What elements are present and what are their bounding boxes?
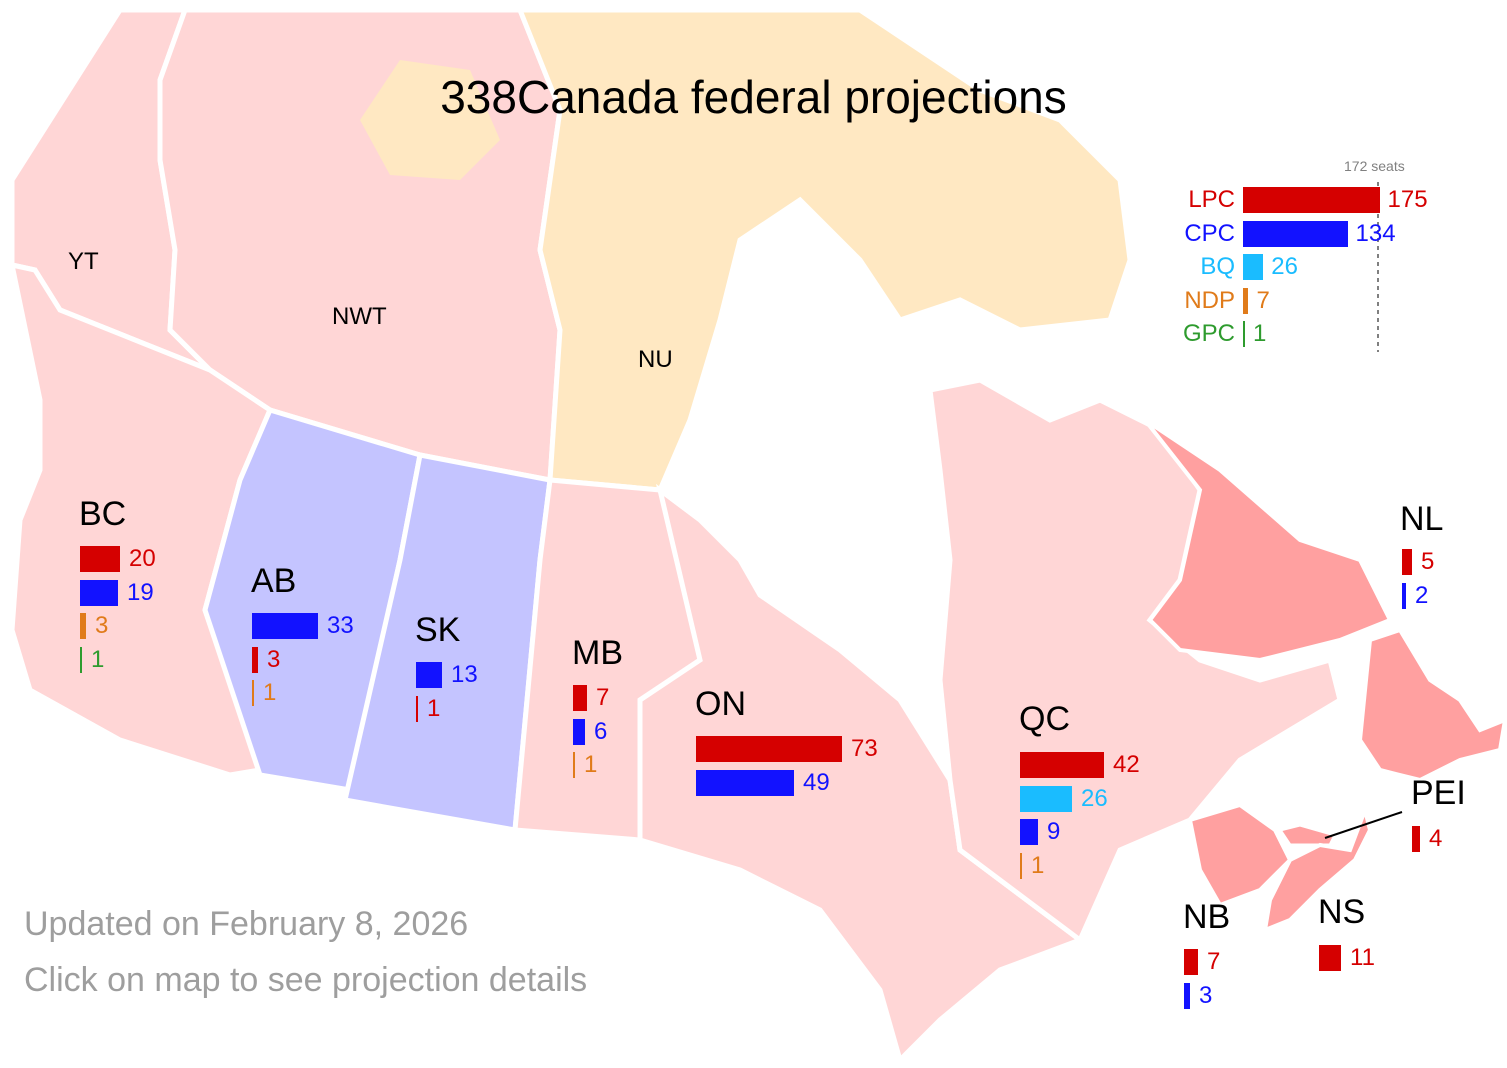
seats-qc-bq: 26 bbox=[1081, 784, 1108, 812]
bar-bc-cpc bbox=[80, 579, 118, 606]
seats-bc-lpc: 20 bbox=[129, 545, 156, 572]
seats-nl-lpc: 5 bbox=[1421, 548, 1435, 575]
updated-date: Updated on February 8, 2026 bbox=[24, 905, 469, 943]
seats-bc-cpc: 19 bbox=[127, 578, 154, 606]
label-nwt[interactable]: NWT bbox=[332, 303, 387, 330]
seats-nb-lpc: 7 bbox=[1207, 948, 1221, 975]
seats-sk-lpc: 1 bbox=[427, 694, 441, 722]
seats-pei-lpc: 4 bbox=[1429, 825, 1443, 852]
bar-sk-lpc bbox=[416, 695, 418, 722]
summary-bar-lpc bbox=[1243, 187, 1380, 213]
bar-on-lpc bbox=[696, 736, 842, 762]
bar-mb-lpc bbox=[573, 685, 587, 711]
summary-seats-ndp: 7 bbox=[1256, 286, 1270, 314]
seats-on-cpc: 49 bbox=[803, 768, 830, 796]
seats-on-lpc: 73 bbox=[851, 735, 878, 762]
seats-mb-lpc: 7 bbox=[596, 684, 610, 711]
region-bc[interactable] bbox=[8, 261, 274, 778]
region-pei[interactable] bbox=[1277, 823, 1338, 847]
bar-nb-cpc bbox=[1184, 982, 1190, 1009]
bar-sk-cpc bbox=[416, 662, 442, 688]
bar-ab-lpc bbox=[252, 646, 258, 673]
seats-nl-cpc: 2 bbox=[1415, 581, 1429, 609]
seats-qc-lpc: 42 bbox=[1113, 751, 1140, 778]
bar-bc-lpc bbox=[80, 546, 120, 572]
seats-mb-ndp: 1 bbox=[584, 751, 598, 778]
seats-mb-cpc: 6 bbox=[594, 717, 608, 745]
seats-ns-lpc: 11 bbox=[1350, 944, 1375, 971]
bar-ab-cpc bbox=[252, 613, 318, 639]
summary-seats-bq: 26 bbox=[1271, 253, 1298, 280]
bar-ns-lpc bbox=[1319, 945, 1341, 971]
region-ns[interactable] bbox=[1262, 803, 1373, 934]
bar-nl-lpc bbox=[1402, 549, 1412, 575]
province-label-bc[interactable]: BC bbox=[79, 495, 127, 533]
province-label-on[interactable]: ON bbox=[695, 685, 746, 723]
province-label-ns[interactable]: NS bbox=[1318, 893, 1366, 931]
seats-ab-lpc: 3 bbox=[267, 645, 281, 673]
bar-qc-bq bbox=[1020, 785, 1072, 812]
seats-nb-cpc: 3 bbox=[1199, 981, 1213, 1009]
summary-seats-lpc: 175 bbox=[1387, 186, 1428, 213]
pei-leader-line bbox=[1324, 811, 1403, 839]
threshold-label: 172 seats bbox=[1344, 158, 1405, 174]
seats-ab-ndp: 1 bbox=[263, 679, 277, 706]
seats-ab-cpc: 33 bbox=[327, 612, 354, 639]
bar-qc-lpc bbox=[1020, 752, 1104, 778]
seats-sk-cpc: 13 bbox=[451, 661, 478, 688]
summary-party-bq: BQ bbox=[1200, 253, 1235, 280]
bar-bc-gpc bbox=[80, 646, 82, 673]
bar-pei-lpc bbox=[1412, 826, 1420, 852]
bar-mb-ndp bbox=[573, 752, 575, 778]
bar-qc-cpc bbox=[1020, 819, 1038, 845]
province-label-nl[interactable]: NL bbox=[1400, 500, 1444, 538]
region-nu-island bbox=[360, 60, 500, 180]
summary-bar-ndp bbox=[1243, 287, 1249, 314]
region-nl[interactable] bbox=[1143, 418, 1393, 663]
summary-party-cpc: CPC bbox=[1184, 219, 1235, 247]
seats-qc-cpc: 9 bbox=[1047, 818, 1061, 845]
hudson-bay bbox=[660, 350, 950, 680]
region-nl-island[interactable] bbox=[1357, 627, 1507, 783]
page-title: 338Canada federal projections bbox=[440, 71, 1067, 123]
province-label-nb[interactable]: NB bbox=[1183, 898, 1231, 936]
bar-on-cpc bbox=[696, 769, 794, 796]
region-on[interactable] bbox=[637, 483, 1086, 1065]
summary-party-lpc: LPC bbox=[1188, 186, 1235, 213]
summary-seats-cpc: 134 bbox=[1355, 219, 1396, 247]
label-nu[interactable]: NU bbox=[638, 346, 673, 373]
label-yt[interactable]: YT bbox=[68, 248, 99, 275]
summary-bar-gpc bbox=[1243, 321, 1245, 347]
bar-ab-ndp bbox=[252, 680, 254, 706]
bar-qc-ndp bbox=[1020, 852, 1022, 879]
summary-bar-bq bbox=[1243, 254, 1264, 280]
map-hint: Click on map to see projection details bbox=[24, 961, 588, 999]
seats-bc-gpc: 1 bbox=[91, 645, 105, 673]
bar-mb-cpc bbox=[573, 718, 585, 745]
region-nu[interactable] bbox=[516, 7, 1133, 493]
summary-party-gpc: GPC bbox=[1182, 320, 1235, 347]
seats-qc-ndp: 1 bbox=[1031, 851, 1045, 879]
province-label-pei[interactable]: PEI bbox=[1411, 774, 1466, 812]
summary-party-ndp: NDP bbox=[1184, 286, 1235, 314]
province-label-sk[interactable]: SK bbox=[415, 611, 461, 649]
summary-bar-cpc bbox=[1243, 220, 1348, 247]
summary-seats-gpc: 1 bbox=[1253, 320, 1267, 347]
province-label-qc[interactable]: QC bbox=[1019, 700, 1070, 738]
seats-bc-ndp: 3 bbox=[95, 612, 109, 639]
bar-nb-lpc bbox=[1184, 949, 1198, 975]
province-label-mb[interactable]: MB bbox=[572, 634, 623, 672]
province-label-ab[interactable]: AB bbox=[251, 562, 297, 600]
bar-nl-cpc bbox=[1402, 582, 1406, 609]
bar-bc-ndp bbox=[80, 613, 86, 639]
region-nb[interactable] bbox=[1187, 802, 1293, 908]
